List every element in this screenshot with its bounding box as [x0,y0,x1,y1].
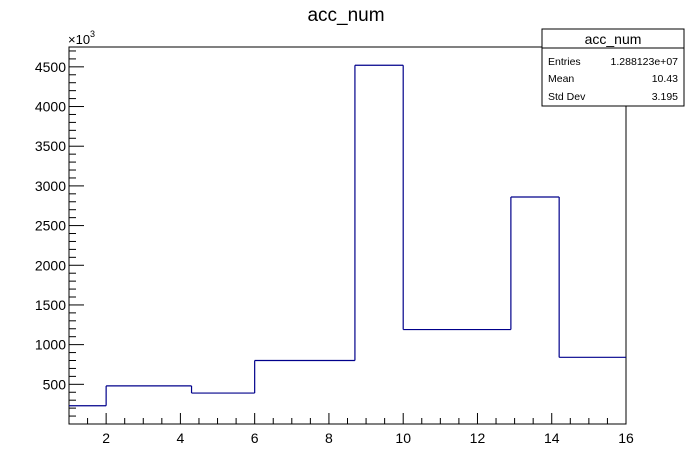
stats-stddev-value: 3.195 [652,91,678,103]
stats-box-title: acc_num [585,31,642,47]
y-tick-label: 1000 [35,337,66,353]
y-tick-label: 3500 [35,138,66,154]
stats-stddev-label: Std Dev [548,91,586,103]
y-tick-label: 1500 [35,297,66,313]
y-multiplier-exponent: 3 [90,29,95,39]
stats-box-frame [541,28,685,107]
x-tick-label: 6 [251,430,259,446]
x-tick-label: 8 [325,430,333,446]
chart-title: acc_num [307,5,384,26]
y-tick-label: 4000 [35,99,66,115]
y-tick-label: 500 [43,376,67,392]
stats-entries-value: 1.288123e+07 [611,56,679,68]
y-tick-label: 2500 [35,218,66,234]
x-tick-label: 2 [102,430,110,446]
y-tick-label: 2000 [35,257,66,273]
stats-box: acc_num Entries 1.288123e+07 Mean 10.43 … [541,28,685,107]
y-tick-label: 3000 [35,178,66,194]
stats-entries-label: Entries [548,56,581,68]
stats-mean-label: Mean [548,73,574,85]
x-tick-label: 10 [395,430,411,446]
x-tick-label: 4 [177,430,185,446]
x-tick-label: 12 [470,430,486,446]
stats-mean-value: 10.43 [652,73,678,85]
y-multiplier-base: ×10 [68,32,90,47]
x-tick-label: 16 [618,430,634,446]
y-tick-label: 4500 [35,59,66,75]
x-tick-label: 14 [544,430,560,446]
y-axis-multiplier: ×10 3 [68,29,95,47]
